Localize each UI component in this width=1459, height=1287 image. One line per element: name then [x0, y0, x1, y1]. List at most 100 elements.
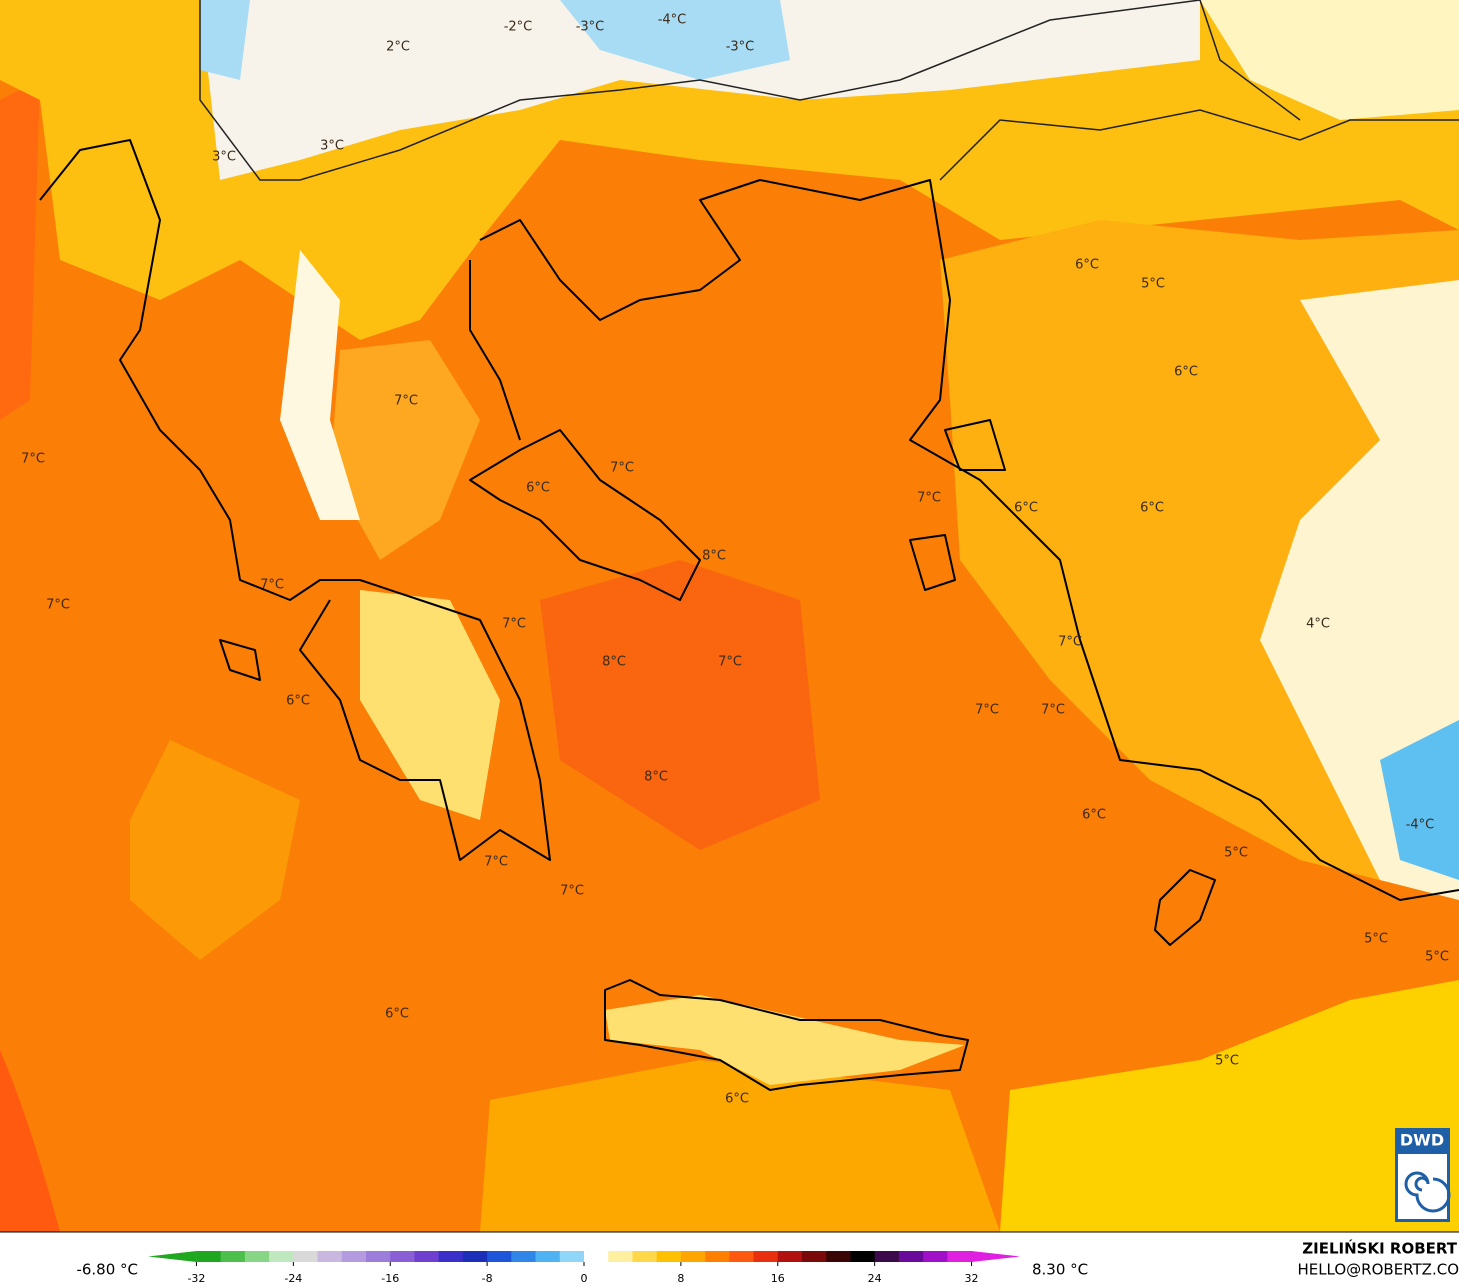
colorbar-step — [414, 1251, 440, 1262]
colorbar-step — [269, 1251, 294, 1262]
temp-label: 7°C — [718, 655, 742, 670]
temp-label: 6°C — [1014, 501, 1038, 516]
colorbar-step — [511, 1251, 537, 1262]
colorbar-step — [656, 1251, 682, 1262]
cool-zone — [130, 740, 300, 960]
colorbar-step — [802, 1251, 827, 1262]
temp-label: 6°C — [1075, 258, 1099, 273]
rhodes — [1154, 869, 1216, 946]
island — [944, 419, 1006, 471]
temp-label: 5°C — [1224, 846, 1248, 861]
temp-label: 7°C — [560, 884, 584, 899]
border — [1199, 0, 1301, 121]
temp-label: 7°C — [484, 855, 508, 870]
colorbar-step — [753, 1251, 779, 1262]
colorbar-step — [680, 1251, 706, 1262]
colorbar-step — [777, 1251, 803, 1262]
cold-zone — [1260, 280, 1459, 900]
legend-min: -6.80 °C — [76, 1261, 138, 1279]
legend-max: 8.30 °C — [1032, 1261, 1088, 1279]
colorbar-tick-label: 0 — [581, 1272, 588, 1285]
temp-label: 8°C — [702, 549, 726, 564]
colorbar-tick-label: 24 — [868, 1272, 882, 1285]
temp-label: 6°C — [1174, 365, 1198, 380]
temp-label: 5°C — [1215, 1054, 1239, 1069]
temp-label: -4°C — [658, 13, 687, 28]
border — [939, 109, 1459, 181]
colorbar-step — [898, 1251, 924, 1262]
temp-label: -3°C — [726, 40, 755, 55]
temp-label: 5°C — [1425, 950, 1449, 965]
colorbar-step — [923, 1251, 948, 1262]
colorbar-step — [220, 1251, 246, 1262]
colorbar-step — [947, 1251, 973, 1262]
author: ZIELIŃSKI ROBERT — [1302, 1239, 1457, 1258]
cold-zone — [280, 250, 360, 520]
colorbar-step — [390, 1251, 415, 1262]
warm-zone — [540, 560, 820, 850]
cold-zone — [200, 0, 1200, 180]
temp-label: 8°C — [602, 655, 626, 670]
colorbar-tick-label: 8 — [677, 1272, 684, 1285]
cool-zone — [480, 1060, 1000, 1232]
island — [909, 534, 956, 591]
colorbar-step — [366, 1251, 391, 1262]
colorbar-step — [559, 1251, 585, 1262]
temp-label: 7°C — [21, 452, 45, 467]
temp-label: 7°C — [917, 491, 941, 506]
temp-label: 4°C — [1306, 617, 1330, 632]
colorbar-tick-label: 16 — [771, 1272, 785, 1285]
temp-label: -2°C — [504, 20, 533, 35]
temp-label: 7°C — [1041, 703, 1065, 718]
cool-zone — [1000, 980, 1459, 1232]
temp-label: 6°C — [1140, 501, 1164, 516]
colorbar-step — [244, 1251, 270, 1262]
colorbar-tick-label: -32 — [187, 1272, 205, 1285]
temp-label: 7°C — [975, 703, 999, 718]
colorbar-step — [317, 1251, 343, 1262]
temp-label: 5°C — [1364, 932, 1388, 947]
temp-label: 6°C — [725, 1092, 749, 1107]
colorbar-step — [438, 1251, 464, 1262]
border — [199, 0, 1201, 181]
temp-label: 7°C — [610, 461, 634, 476]
colorbar-step — [535, 1251, 561, 1262]
colorbar-step — [850, 1251, 876, 1262]
logo-swirl — [1404, 1171, 1451, 1213]
colorbar-step — [874, 1251, 900, 1262]
land-field — [605, 995, 965, 1085]
temp-label: 7°C — [502, 617, 526, 632]
temp-label: 6°C — [385, 1007, 409, 1022]
cold-zone — [560, 0, 790, 80]
coastline — [479, 179, 1459, 901]
cold-zone — [200, 0, 250, 80]
colorbar-step — [584, 1251, 609, 1262]
temp-label: -3°C — [576, 20, 605, 35]
coastline — [39, 139, 551, 861]
colorbar-arrow — [148, 1251, 197, 1262]
temp-label: 6°C — [286, 694, 310, 709]
temp-label: 6°C — [526, 481, 550, 496]
logo-text: DWD — [1400, 1131, 1444, 1150]
temp-label: -4°C — [1406, 818, 1435, 833]
colorbar-arrow — [971, 1251, 1020, 1262]
coastline — [469, 429, 701, 601]
temp-label: 2°C — [386, 40, 410, 55]
colorbar-tick-label: -24 — [284, 1272, 302, 1285]
temp-label: 7°C — [46, 598, 70, 613]
colorbar-tick-label: -16 — [381, 1272, 399, 1285]
temperature-labels: -2°C -3°C -4°C -3°C 2°C 3°C 3°C 6°C 5°C … — [21, 13, 1449, 1107]
email: HELLO@ROBERTZ.CO — [1297, 1261, 1459, 1279]
colorbar: -32 -24 -16 -8 0 8 16 24 32 — [148, 1251, 1020, 1285]
colorbar-step — [196, 1251, 222, 1262]
temp-label: 5°C — [1141, 277, 1165, 292]
temp-label: 3°C — [320, 139, 344, 154]
colorbar-step — [293, 1251, 319, 1262]
temp-label: 6°C — [1082, 808, 1106, 823]
colorbar-step — [729, 1251, 755, 1262]
temp-label: 7°C — [260, 578, 284, 593]
colorbar-step — [462, 1251, 488, 1262]
warm-zone — [0, 1050, 60, 1232]
temp-label: 8°C — [644, 770, 668, 785]
